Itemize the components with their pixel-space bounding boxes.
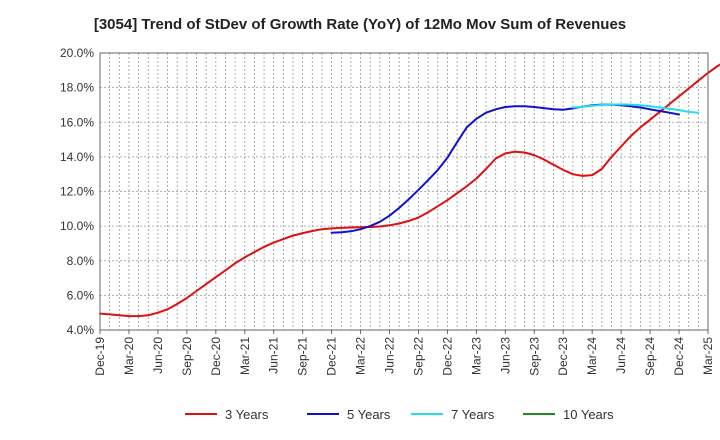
x-tick-label: Mar-21 [238, 337, 252, 375]
x-tick-label: Dec-23 [556, 337, 570, 376]
x-tick-label: Jun-23 [498, 337, 512, 374]
legend-label-10-years: 10 Years [563, 407, 614, 422]
x-tick-label: Mar-20 [122, 337, 136, 375]
y-tick-label: 6.0% [67, 288, 95, 302]
x-tick-label: Mar-23 [469, 337, 483, 375]
chart-title: [3054] Trend of StDev of Growth Rate (Yo… [93, 16, 627, 33]
legend-label-7-years: 7 Years [451, 407, 495, 422]
y-tick-label: 12.0% [60, 185, 94, 199]
x-tick-label: Dec-20 [209, 337, 223, 376]
x-tick-label: Jun-22 [383, 337, 397, 374]
plot-frame [99, 52, 709, 331]
x-tick-label: Mar-24 [585, 337, 599, 375]
y-tick-label: 8.0% [67, 254, 95, 268]
x-tick-label: Dec-21 [325, 337, 339, 376]
axis-layer: 4.0% 6.0% 8.0% 10.0% 12.0% 14.0% 16.0% 18.0% 20.… [60, 46, 715, 376]
x-tick-label: Mar-22 [354, 337, 368, 375]
y-tick-label: 20.0% [60, 46, 94, 60]
x-tick-label: Dec-24 [672, 337, 686, 376]
x-tick-label: Sep-23 [527, 337, 541, 376]
x-tick-label: Dec-19 [93, 337, 107, 376]
y-tick-label: 4.0% [67, 323, 95, 337]
y-tick-label: 14.0% [60, 150, 94, 164]
series-line-7-years [571, 103, 700, 114]
x-tick-label: Jun-20 [151, 337, 165, 374]
x-tick-label: Sep-22 [411, 337, 425, 376]
y-tick-label: 10.0% [60, 219, 94, 233]
legend-label-3-years: 3 Years [225, 407, 269, 422]
series-line-3-years [99, 63, 720, 318]
y-tick-label: 16.0% [60, 115, 94, 129]
x-tick-label: Dec-22 [440, 337, 454, 376]
x-tick-label: Jun-21 [267, 337, 281, 374]
x-tick-label: Sep-20 [180, 337, 194, 376]
legend-label-5-years: 5 Years [347, 407, 391, 422]
y-tick-label: 18.0% [60, 81, 94, 95]
legend: 3 Years 5 Years 7 Years 10 Years [185, 407, 614, 422]
series-layer [99, 63, 720, 318]
x-tick-label: Mar-25 [701, 337, 715, 375]
x-tick-label: Sep-24 [643, 337, 657, 376]
x-tick-label: Jun-24 [614, 337, 628, 374]
x-tick-label: Sep-21 [296, 337, 310, 376]
